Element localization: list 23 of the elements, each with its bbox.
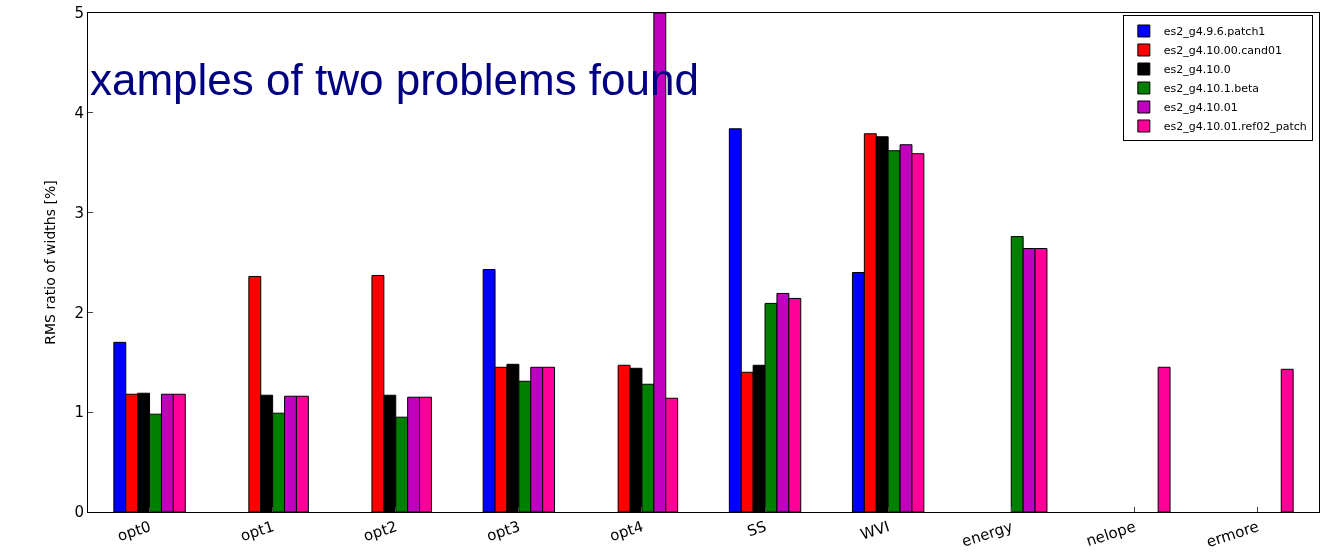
legend-label: es2_g4.10.01	[1163, 101, 1238, 115]
x-tick-label: WVI	[858, 517, 892, 544]
legend-label: es2_g4.10.1.beta	[1163, 82, 1260, 96]
legend-label: es2_g4.10.01.ref02_patch	[1163, 120, 1307, 134]
y-tick-label: 1	[74, 403, 84, 422]
legend-label: es2_g4.10.0	[1163, 63, 1231, 77]
x-tick-label: opt3	[484, 517, 523, 545]
x-tick-label: energy	[959, 517, 1015, 551]
x-tick-label: opt0	[115, 517, 154, 545]
x-tick-label: opt2	[361, 517, 400, 545]
legend-label: es2_g4.9.6.patch1	[1163, 25, 1266, 39]
x-tick-label: SS	[744, 517, 769, 541]
y-tick-label: 5	[74, 4, 84, 23]
y-tick-label: 4	[74, 104, 84, 123]
y-axis-title: RMS ratio of widths [%]	[42, 180, 59, 345]
y-tick-label: 2	[74, 303, 84, 322]
x-tick-label: opt4	[607, 517, 646, 545]
y-tick-label: 0	[74, 503, 84, 522]
x-tick-label: nelope	[1083, 517, 1138, 551]
x-tick-label: ermore	[1204, 517, 1261, 552]
y-tick-label: 3	[74, 203, 84, 222]
legend-label: es2_g4.10.00.cand01	[1163, 44, 1283, 58]
x-tick-label: opt1	[238, 517, 277, 545]
